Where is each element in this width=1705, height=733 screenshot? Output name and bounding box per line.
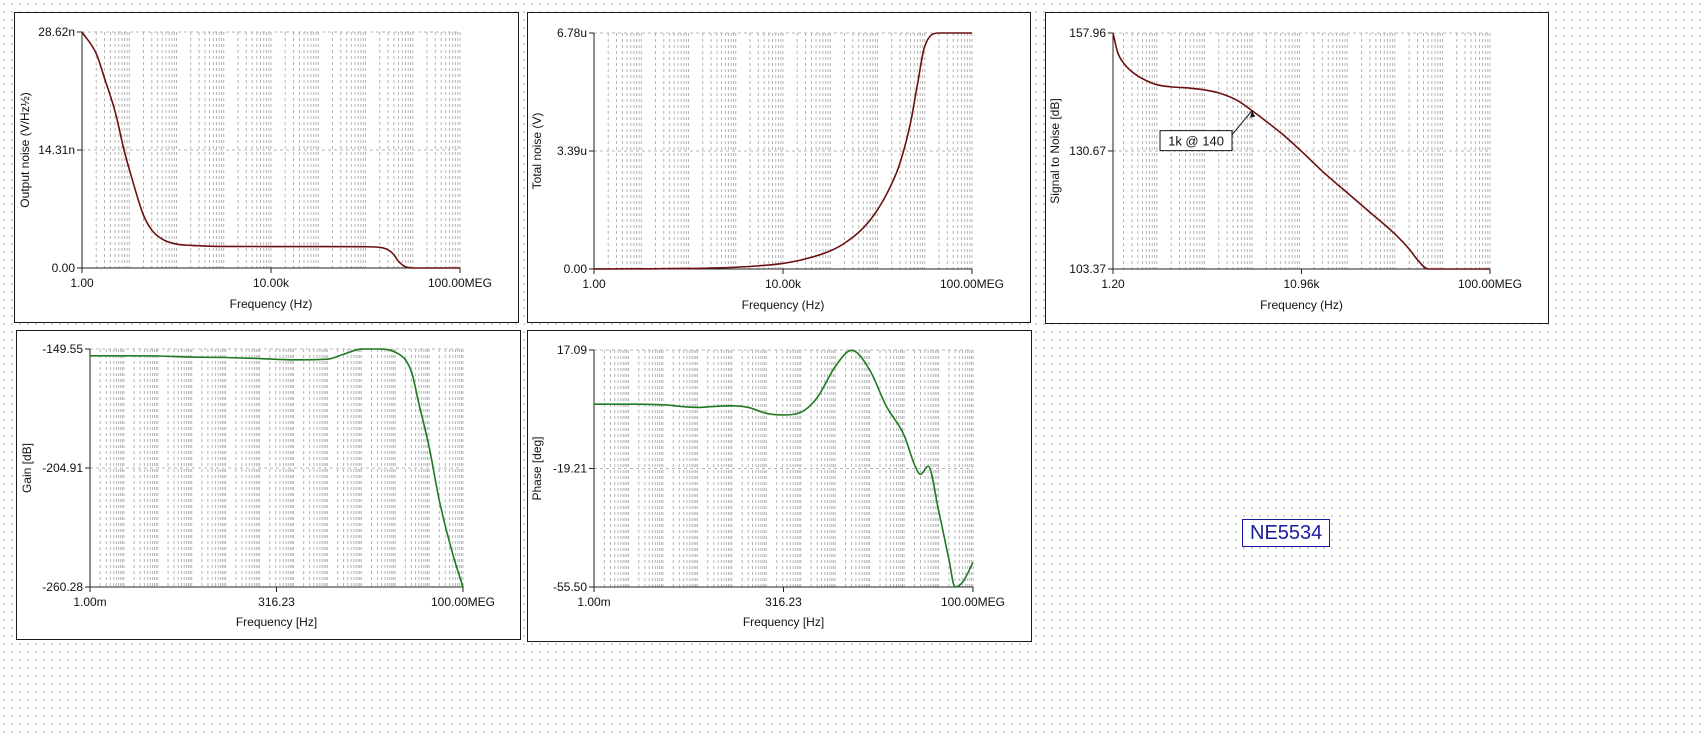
snr-curve	[1112, 32, 1490, 270]
y-tick-label: -260.28	[42, 580, 83, 594]
circuit-name-label: NE5534	[1242, 519, 1331, 547]
snr-chart: 103.37 130.67 157.96 1.20 10.96k 100.00MEG Fre…	[1048, 26, 1522, 312]
x-tick-label: 100.00MEG	[941, 595, 1005, 609]
y-tick-label: 0.00	[52, 261, 76, 275]
total-noise-curve	[593, 32, 972, 270]
output-noise-curve	[81, 31, 460, 269]
output-noise-grid	[81, 31, 461, 268]
y-tick-label: -19.21	[553, 462, 587, 476]
x-tick-label: 316.23	[765, 595, 802, 609]
y-tick-label: 130.67	[1069, 144, 1106, 158]
total-noise-chart: 0.00 3.39u 6.78u 1.00 10.00k 100.00MEG Frequen…	[530, 26, 1004, 312]
x-tick-label: 100.00MEG	[940, 277, 1004, 291]
total-noise-panel: 0.00 3.39u 6.78u 1.00 10.00k 100.00MEG Frequen…	[527, 12, 1031, 323]
gain-y-axis-title: Gain [dB]	[20, 443, 34, 493]
annotation-arrow	[1231, 110, 1253, 135]
x-tick-label: 1.00m	[577, 595, 610, 609]
total-noise-y-axis-title: Total noise (V)	[530, 113, 544, 190]
x-tick-label: 100.00MEG	[431, 595, 495, 609]
x-tick-label: 1.00	[70, 276, 94, 290]
snr-x-axis-title: Frequency (Hz)	[1260, 298, 1343, 312]
y-tick-label: 3.39u	[557, 144, 587, 158]
y-tick-label: -55.50	[553, 580, 587, 594]
y-tick-label: 28.62n	[38, 25, 75, 39]
x-tick-label: 316.23	[258, 595, 295, 609]
gain-grid	[89, 348, 464, 587]
output-noise-x-axis-title: Frequency (Hz)	[230, 297, 313, 311]
y-tick-label: 14.31n	[38, 143, 75, 157]
annotation-arrowhead	[1250, 110, 1256, 118]
snr-panel: 103.37 130.67 157.96 1.20 10.96k 100.00MEG Fre…	[1045, 12, 1549, 324]
y-tick-label: 6.78u	[557, 26, 587, 40]
total-noise-grid	[593, 32, 973, 269]
phase-panel: -55.50 -19.21 17.09 1.00m 316.23 100.00MEG Fre…	[527, 330, 1032, 642]
annotation-box	[1159, 130, 1233, 152]
x-tick-label: 1.20	[1101, 277, 1125, 291]
total-noise-x-axis-title: Frequency (Hz)	[742, 298, 825, 312]
gain-curve	[90, 348, 464, 588]
y-tick-label: 103.37	[1069, 262, 1106, 276]
x-tick-label: 10.00k	[765, 277, 802, 291]
y-tick-label: 17.09	[557, 343, 587, 357]
x-tick-label: 10.00k	[253, 276, 290, 290]
phase-x-axis-title: Frequency [Hz]	[743, 615, 824, 629]
x-tick-label: 1.00m	[73, 595, 106, 609]
x-tick-label: 100.00MEG	[1458, 277, 1522, 291]
output-noise-y-axis-title: Output noise (V/Hz½)	[18, 92, 32, 207]
phase-curve	[593, 349, 974, 588]
snr-y-axis-title: Signal to Noise [dB]	[1048, 98, 1062, 203]
y-tick-label: -204.91	[42, 461, 83, 475]
output-noise-panel: 0.00 14.31n 28.62n 1.00 10.00k 100.00MEG Frequ…	[14, 12, 519, 323]
annotation-label: 1k @ 140	[1168, 134, 1224, 149]
y-tick-label: 157.96	[1069, 26, 1106, 40]
gain-chart: -260.28 -204.91 -149.55 1.00m 316.23 100.00ME…	[20, 342, 495, 629]
output-noise-chart: 0.00 14.31n 28.62n 1.00 10.00k 100.00MEG Frequ…	[18, 25, 492, 311]
gain-x-axis-title: Frequency [Hz]	[236, 615, 317, 629]
y-tick-label: 0.00	[564, 262, 588, 276]
gain-panel: -260.28 -204.91 -149.55 1.00m 316.23 100.00ME…	[16, 330, 521, 640]
phase-y-axis-title: Phase [deg]	[530, 436, 544, 500]
x-tick-label: 10.96k	[1283, 277, 1320, 291]
x-tick-label: 100.00MEG	[428, 276, 492, 290]
phase-chart: -55.50 -19.21 17.09 1.00m 316.23 100.00MEG Fre…	[530, 343, 1005, 629]
x-tick-label: 1.00	[582, 277, 606, 291]
y-tick-label: -149.55	[42, 342, 83, 356]
